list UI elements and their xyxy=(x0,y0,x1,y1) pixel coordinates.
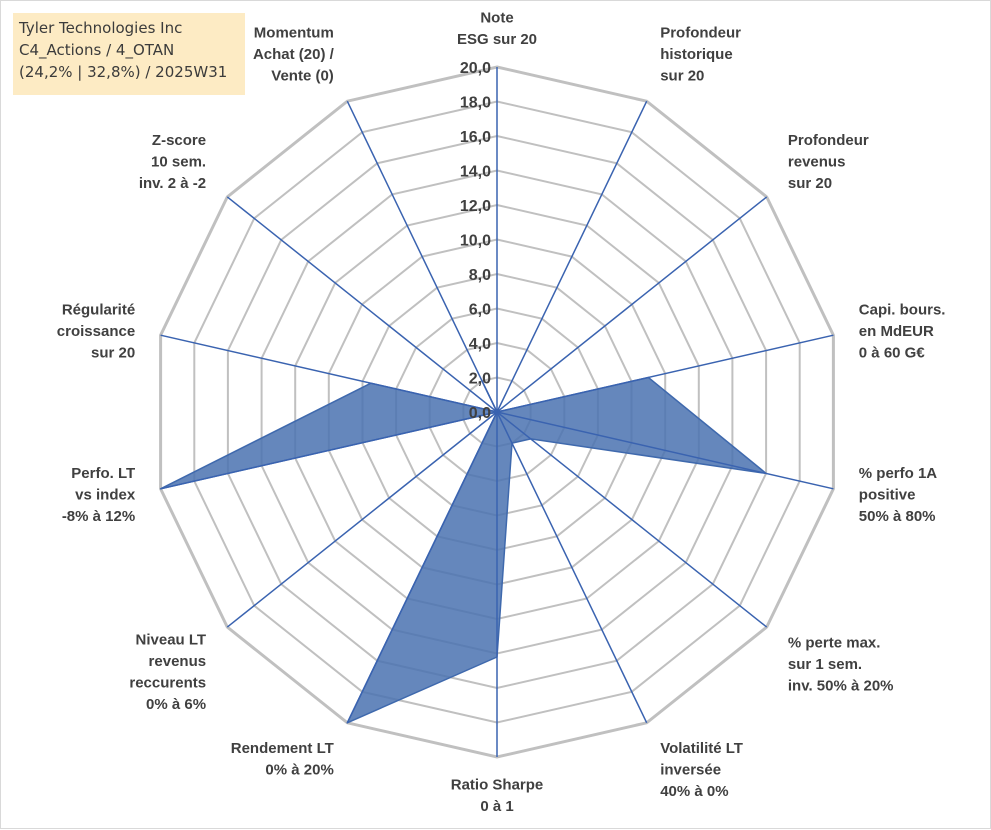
tick-label-3: 6,0 xyxy=(469,302,491,319)
axis-label-line: Momentum xyxy=(254,24,334,41)
axis-label-line: Perfo. LT xyxy=(71,465,135,482)
series-area xyxy=(159,376,767,724)
axis-label-line: % perfo 1A xyxy=(859,465,938,482)
axis-label-line: sur 20 xyxy=(660,67,704,84)
axis-label-3: Capi. bours. en MdEUR 0 à 60 G€ xyxy=(859,302,946,362)
tick-label-10: 20,0 xyxy=(460,60,491,77)
spoke-10 xyxy=(160,411,498,490)
axis-label-line: Vente (0) xyxy=(271,67,334,84)
axis-label-line: revenus xyxy=(788,153,846,170)
axis-label-line: Capi. bours. xyxy=(859,302,946,319)
axis-label-line: Note xyxy=(480,10,513,27)
spoke-3 xyxy=(496,334,834,413)
axis-label-line: historique xyxy=(660,46,733,63)
axis-label-line: Z-score xyxy=(152,132,206,149)
axis-label-line: revenus xyxy=(149,653,207,670)
axis-label-line: inversée xyxy=(660,762,721,779)
axis-label-line: positive xyxy=(859,486,916,503)
axis-label-line: Niveau LT xyxy=(136,631,207,648)
stats-week: (24,2% | 32,8%) / 2025W31 xyxy=(19,63,228,81)
spoke-8 xyxy=(346,411,498,724)
axis-label-line: sur 20 xyxy=(91,345,135,362)
axis-label-line: reccurents xyxy=(129,674,206,691)
axis-label-line: 0% à 6% xyxy=(146,696,206,713)
classification: C4_Actions / 4_OTAN xyxy=(19,41,175,59)
spoke-6 xyxy=(496,411,648,724)
tick-label-7: 14,0 xyxy=(460,164,491,181)
axis-label-4: % perfo 1A positive 50% à 80% xyxy=(859,465,938,525)
info-box: Tyler Technologies Inc C4_Actions / 4_OT… xyxy=(13,13,245,95)
axis-label-line: Volatilité LT xyxy=(660,740,743,757)
axis-label-line: sur 20 xyxy=(788,175,832,192)
axis-label-line: Profondeur xyxy=(788,132,869,149)
tick-label-9: 18,0 xyxy=(460,95,491,112)
axis-label-line: 10 sem. xyxy=(151,153,206,170)
axis-label-line: inv. 50% à 20% xyxy=(788,678,894,695)
tick-label-2: 4,0 xyxy=(469,336,491,353)
spoke-1 xyxy=(496,100,648,413)
spoke-5 xyxy=(496,411,768,628)
tick-label-0: 0,0 xyxy=(469,405,491,422)
axis-label-line: ESG sur 20 xyxy=(457,31,537,48)
spoke-2 xyxy=(496,196,768,413)
axis-label-1: Profondeur historique sur 20 xyxy=(660,24,741,84)
axis-labels: Note ESG sur 20 Profondeur historique sur 20… xyxy=(57,10,946,816)
axis-label-line: Achat (20) / xyxy=(253,46,335,63)
axis-label-line: 0% à 20% xyxy=(265,762,333,779)
axis-label-2: Profondeur revenus sur 20 xyxy=(788,132,869,192)
axis-label-line: sur 1 sem. xyxy=(788,656,862,673)
axis-label-line: vs index xyxy=(75,486,136,503)
radar-series xyxy=(159,376,767,724)
axis-label-line: 40% à 0% xyxy=(660,783,728,800)
axis-label-8: Rendement LT 0% à 20% xyxy=(231,740,334,779)
spoke-13 xyxy=(346,100,498,413)
axis-label-line: Profondeur xyxy=(660,24,741,41)
axis-label-line: Ratio Sharpe xyxy=(451,777,544,794)
axis-label-9: Niveau LT revenus reccurents 0% à 6% xyxy=(129,631,206,713)
axis-label-line: Rendement LT xyxy=(231,740,334,757)
axis-label-line: Régularité xyxy=(62,302,135,319)
axis-label-12: Z-score 10 sem. inv. 2 à -2 xyxy=(139,132,206,192)
tick-label-6: 12,0 xyxy=(460,198,491,215)
axis-label-line: % perte max. xyxy=(788,635,881,652)
axis-label-line: -8% à 12% xyxy=(62,508,135,525)
axis-label-11: Régularité croissance sur 20 xyxy=(57,302,135,362)
axis-label-5: % perte max. sur 1 sem. inv. 50% à 20% xyxy=(788,635,894,695)
spoke-9 xyxy=(226,411,498,628)
axis-label-line: 0 à 1 xyxy=(480,798,513,815)
axis-label-line: 0 à 60 G€ xyxy=(859,345,926,362)
axis-label-line: en MdEUR xyxy=(859,323,934,340)
axis-label-line: croissance xyxy=(57,323,135,340)
axis-label-6: Volatilité LT inversée 40% à 0% xyxy=(660,740,743,800)
radar-spokes xyxy=(160,67,834,757)
tick-label-4: 8,0 xyxy=(469,267,491,284)
radial-tick-labels: 0,0 2,0 4,0 6,0 8,0 10,0 12,0 14,0 16,0 18,0 20,0 xyxy=(460,60,491,422)
tick-label-5: 10,0 xyxy=(460,233,491,250)
spoke-12 xyxy=(226,196,498,413)
axis-label-7: Ratio Sharpe 0 à 1 xyxy=(451,777,544,816)
tick-label-8: 16,0 xyxy=(460,129,491,146)
axis-label-line: inv. 2 à -2 xyxy=(139,175,206,192)
axis-label-13: Momentum Achat (20) / Vente (0) xyxy=(253,24,335,84)
axis-label-10: Perfo. LT vs index -8% à 12% xyxy=(62,465,136,525)
axis-label-0: Note ESG sur 20 xyxy=(457,10,537,49)
tick-label-1: 2,0 xyxy=(469,371,491,388)
spoke-4 xyxy=(496,411,834,490)
company-name: Tyler Technologies Inc xyxy=(19,19,183,37)
axis-label-line: 50% à 80% xyxy=(859,508,936,525)
spoke-11 xyxy=(160,334,498,413)
